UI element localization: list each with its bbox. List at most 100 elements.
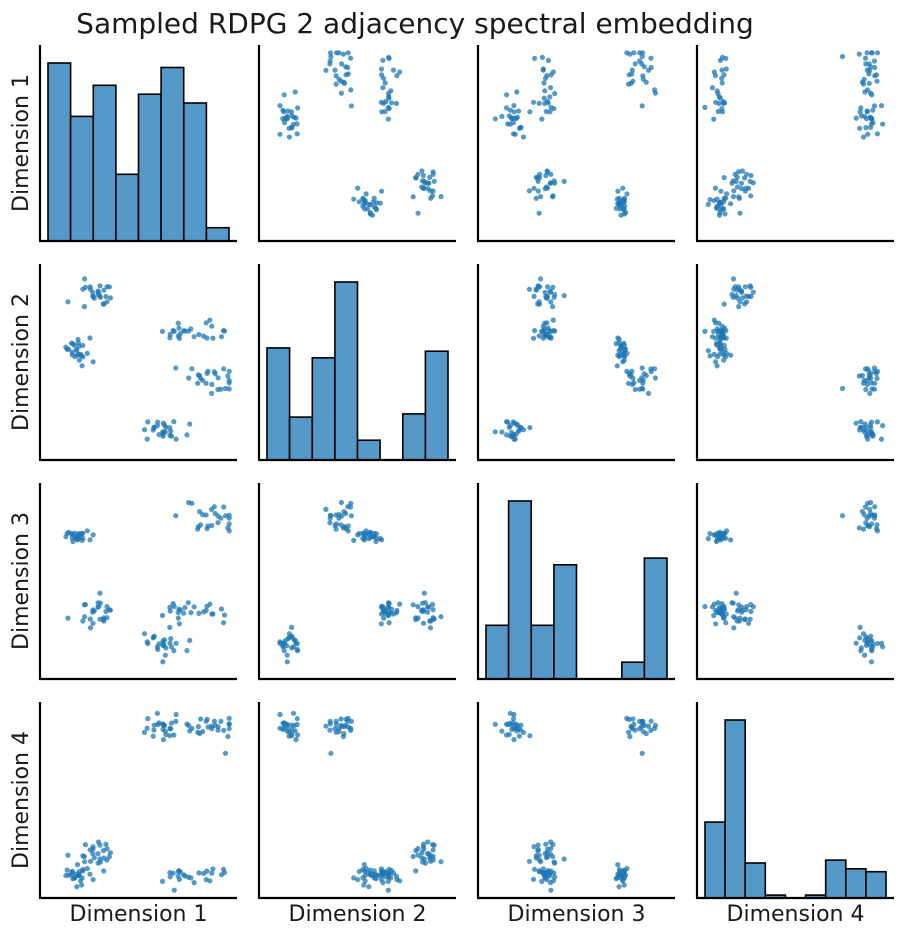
scatter-point: [341, 524, 348, 530]
scatter-point: [716, 320, 722, 326]
scatter-point: [167, 624, 173, 631]
scatter-point: [705, 201, 711, 207]
scatter-point: [95, 860, 101, 866]
scatter-point: [367, 211, 373, 217]
scatter-point: [280, 107, 286, 113]
scatter-point: [333, 73, 339, 79]
scatter-point: [422, 860, 428, 866]
scatter-point: [356, 868, 362, 875]
scatter-point: [209, 381, 215, 387]
scatter-point: [856, 373, 862, 379]
hist-bar: [205, 226, 230, 242]
scatter-point: [711, 116, 717, 122]
scatter-point: [290, 710, 297, 716]
scatter-point: [714, 363, 720, 369]
scatter-point: [499, 113, 505, 119]
scatter-point: [542, 320, 548, 326]
scatter-point: [499, 728, 505, 734]
scatter-point: [95, 600, 101, 606]
scatter-point: [341, 80, 348, 86]
scatter-point: [732, 615, 738, 621]
scatter-point: [535, 188, 541, 194]
scatter-point: [858, 419, 864, 425]
scatter-point: [87, 858, 94, 864]
scatter-point: [186, 499, 192, 506]
scatter-point: [209, 522, 215, 529]
scatter-point: [82, 842, 88, 848]
scatter-point: [361, 537, 367, 543]
scatter-point: [856, 525, 862, 531]
scatter-point: [750, 180, 756, 186]
scatter-point: [333, 81, 339, 87]
scatter-point: [285, 108, 291, 114]
scatter-point: [868, 419, 875, 425]
scatter-point: [218, 515, 224, 521]
scatter-point: [728, 201, 734, 207]
scatter-point: [76, 357, 82, 363]
scatter-point: [196, 610, 202, 617]
scatter-point: [103, 841, 109, 847]
scatter-point: [731, 286, 737, 292]
scatter-point: [872, 73, 878, 79]
scatter-point: [862, 421, 868, 427]
scatter-point: [510, 716, 517, 722]
scatter-point: [736, 304, 742, 310]
scatter-point: [294, 121, 300, 127]
scatter-point: [64, 530, 70, 536]
scatter-point: [221, 727, 227, 734]
scatter-point: [97, 283, 103, 289]
scatter-point: [540, 66, 546, 72]
scatter-point: [332, 67, 338, 73]
scatter-point: [162, 652, 168, 658]
hist-bar: [865, 870, 887, 899]
scatter-point: [383, 869, 389, 875]
scatter-point: [355, 532, 361, 538]
scatter-point: [141, 729, 148, 736]
scatter-point: [858, 105, 864, 111]
scatter-point: [176, 335, 182, 341]
scatter-point: [718, 335, 724, 341]
scatter-point: [104, 846, 110, 852]
scatter-point: [645, 723, 652, 729]
hist-bar: [643, 557, 668, 680]
scatter-point: [627, 51, 633, 57]
panel-r1-c2: [257, 45, 456, 243]
scatter-point: [865, 131, 871, 137]
scatter-point: [379, 72, 385, 78]
scatter-point: [104, 857, 110, 863]
scatter-point: [625, 729, 632, 735]
scatter-point: [705, 348, 711, 354]
panel-grid: [38, 45, 894, 900]
scatter-point: [621, 211, 628, 217]
scatter-point: [79, 353, 85, 359]
scatter-point: [532, 328, 538, 334]
scatter-point: [378, 866, 385, 872]
scatter-point: [857, 635, 863, 641]
scatter-point: [871, 58, 878, 64]
scatter-point: [277, 131, 283, 137]
scatter-point: [631, 50, 637, 56]
scatter-point: [383, 607, 389, 613]
scatter-point: [286, 733, 292, 739]
scatter-point: [226, 512, 232, 518]
scatter-point: [880, 121, 886, 127]
panel-r4-c3: [476, 702, 675, 900]
scatter-point: [719, 80, 725, 86]
scatter-point: [872, 369, 878, 375]
scatter-point: [277, 725, 283, 731]
scatter-point: [348, 87, 354, 93]
scatter-point: [858, 645, 865, 651]
scatter-point: [370, 534, 376, 540]
panel-r2-c1: [38, 264, 237, 462]
scatter-point: [868, 425, 874, 431]
scatter-point: [74, 884, 80, 890]
scatter-point: [167, 870, 173, 876]
scatter-point: [171, 419, 177, 425]
scatter-point: [289, 113, 295, 119]
hist-bar: [288, 416, 314, 461]
scatter-point: [388, 875, 394, 881]
scatter-point: [709, 85, 716, 91]
scatter-point: [614, 196, 620, 202]
scatter-point: [333, 526, 339, 532]
